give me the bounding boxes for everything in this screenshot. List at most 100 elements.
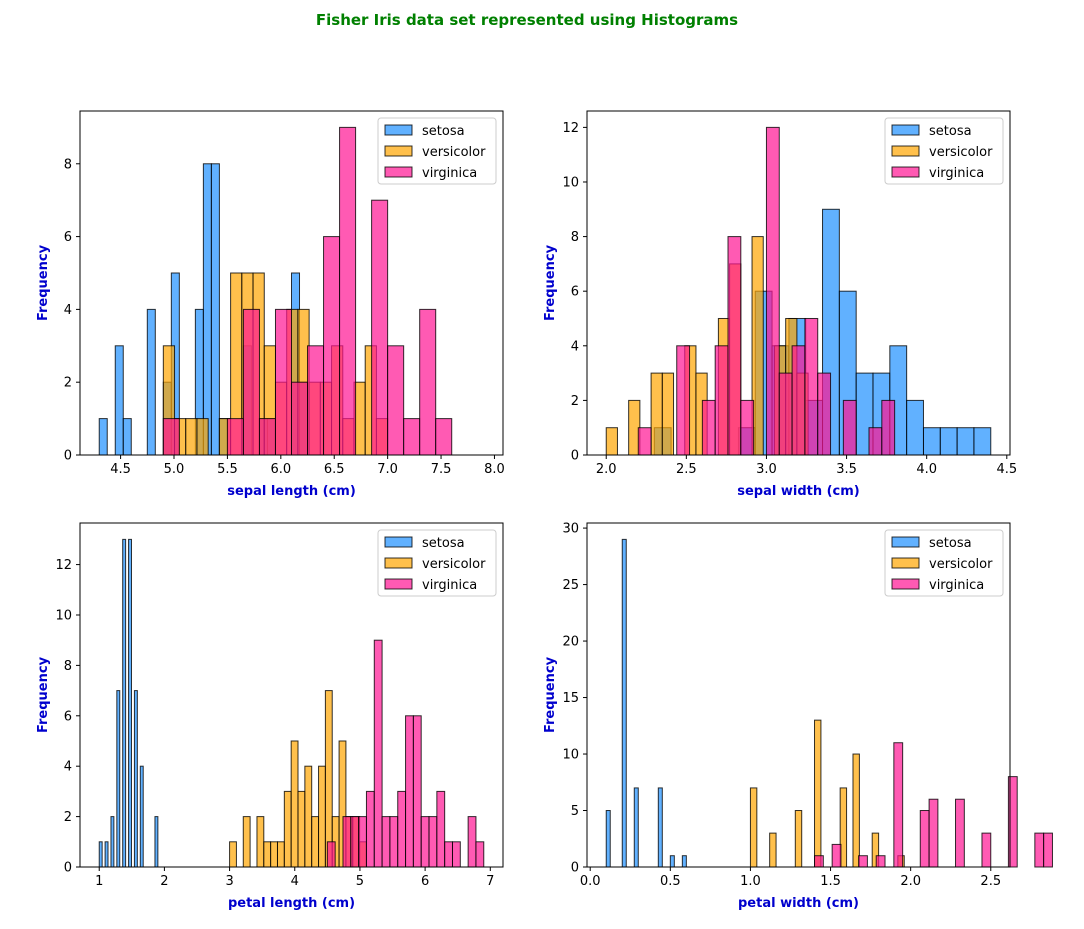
- legend-label-virginica: virginica: [422, 578, 477, 593]
- x-tick-label: 2.5: [980, 874, 1001, 889]
- legend: setosa versicolor virginica: [377, 529, 497, 597]
- bar-setosa: [605, 810, 611, 868]
- legend-label-setosa: setosa: [422, 536, 465, 551]
- legend-swatch-virginica: [891, 166, 920, 178]
- y-tick-label: 0: [571, 449, 579, 464]
- bar-virginica: [323, 236, 341, 456]
- bars: [605, 126, 992, 456]
- x-tick-label: 2: [160, 874, 168, 889]
- bar-versicolor: [794, 810, 803, 868]
- x-tick-label: 2.5: [676, 462, 697, 477]
- axes-frame: [586, 522, 1011, 868]
- bar-setosa: [98, 418, 108, 456]
- x-tick-label: 4.5: [110, 462, 131, 477]
- bar-versicolor: [276, 841, 285, 868]
- legend-swatch-setosa: [384, 124, 413, 136]
- x-tick-label: 7.0: [377, 462, 398, 477]
- legend-swatch-setosa: [891, 536, 920, 548]
- bar-setosa: [122, 418, 132, 456]
- x-tick-label: 0.0: [580, 874, 601, 889]
- bar-versicolor: [650, 372, 663, 456]
- x-axis-label: sepal width (cm): [737, 484, 860, 499]
- bar-setosa: [146, 308, 156, 456]
- y-tick-label: 6: [571, 285, 579, 300]
- x-tick-label: 1.5: [820, 874, 841, 889]
- bar-virginica: [981, 832, 992, 868]
- bar-versicolor: [290, 740, 299, 868]
- x-tick-label: 0.5: [660, 874, 681, 889]
- bar-setosa: [110, 816, 115, 868]
- bars: [605, 538, 1053, 868]
- bar-setosa: [154, 816, 159, 868]
- bar-virginica: [701, 399, 716, 456]
- bar-setosa: [973, 427, 992, 456]
- bar-setosa: [657, 787, 663, 868]
- bar-setosa: [210, 163, 220, 456]
- legend-swatch-virginica: [891, 578, 920, 590]
- bar-virginica: [814, 855, 824, 868]
- legend-swatch-virginica: [384, 166, 413, 178]
- bar-setosa: [956, 427, 975, 456]
- legend-label-setosa: setosa: [929, 124, 972, 139]
- histogram-sepal-width: 2.0 2.5 3.0 3.5 4.0 4.5 0 2 4 6 8 10 12 sepal width (…: [543, 110, 1017, 499]
- y-tick-label: 10: [562, 175, 579, 190]
- bar-virginica: [291, 381, 309, 456]
- bar-setosa: [621, 538, 627, 868]
- x-axis-label: petal length (cm): [228, 896, 355, 911]
- bar-setosa: [922, 427, 941, 456]
- x-tick-label: 5.0: [164, 462, 185, 477]
- bar-virginica: [868, 427, 883, 456]
- bar-versicolor: [318, 765, 326, 868]
- x-tick-label: 6.0: [270, 462, 291, 477]
- bar-versicolor: [769, 832, 777, 868]
- bar-virginica: [817, 372, 832, 456]
- legend-label-virginica: virginica: [929, 166, 984, 181]
- x-tick-label: 3: [225, 874, 233, 889]
- histogram-petal-width: 0.0 0.5 1.0 1.5 2.0 2.5 0 5 10 15 20 25 30 petal widt…: [543, 522, 1053, 911]
- y-axis-label: Frequency: [543, 244, 558, 321]
- legend-swatch-versicolor: [384, 145, 413, 157]
- bar-setosa: [122, 538, 127, 868]
- bar-virginica: [714, 345, 729, 456]
- x-axis-label: sepal length (cm): [227, 484, 356, 499]
- bar-virginica: [365, 790, 375, 868]
- bar-versicolor: [852, 753, 860, 868]
- bar-virginica: [419, 308, 437, 456]
- bar-virginica: [258, 418, 276, 456]
- x-tick-label: 3.0: [756, 462, 777, 477]
- bar-virginica: [389, 816, 399, 868]
- x-tick-label: 8.0: [484, 462, 505, 477]
- bar-versicolor: [749, 787, 758, 868]
- legend-label-versicolor: versicolor: [929, 145, 993, 160]
- bar-versicolor: [814, 719, 822, 868]
- bar-virginica: [274, 308, 293, 456]
- bar-virginica: [405, 715, 414, 868]
- bar-virginica: [339, 126, 357, 456]
- bar-versicolor: [185, 418, 198, 456]
- bar-virginica: [381, 816, 391, 868]
- y-tick-label: 15: [562, 691, 579, 706]
- y-tick-label: 5: [571, 804, 579, 819]
- legend: setosa versicolor virginica: [884, 529, 1004, 597]
- bar-virginica: [371, 199, 389, 456]
- axes-frame: [79, 522, 504, 868]
- legend-label-setosa: setosa: [929, 536, 972, 551]
- bar-setosa: [98, 841, 103, 868]
- legend-swatch-setosa: [384, 536, 413, 548]
- bar-virginica: [791, 345, 806, 456]
- x-tick-label: 4.5: [996, 462, 1017, 477]
- bar-virginica: [162, 418, 180, 456]
- bar-versicolor: [324, 690, 333, 868]
- figure-title: Fisher Iris data set represented using H…: [316, 11, 738, 29]
- legend-swatch-virginica: [384, 578, 413, 590]
- x-tick-label: 1: [95, 874, 103, 889]
- bar-setosa: [139, 765, 144, 868]
- bar-versicolor: [605, 427, 618, 456]
- y-axis-label: Frequency: [36, 656, 51, 733]
- bar-virginica: [326, 841, 336, 868]
- x-tick-label: 7.5: [431, 462, 452, 477]
- bar-virginica: [727, 236, 742, 456]
- bar-versicolor: [263, 841, 272, 868]
- y-tick-label: 4: [64, 760, 72, 775]
